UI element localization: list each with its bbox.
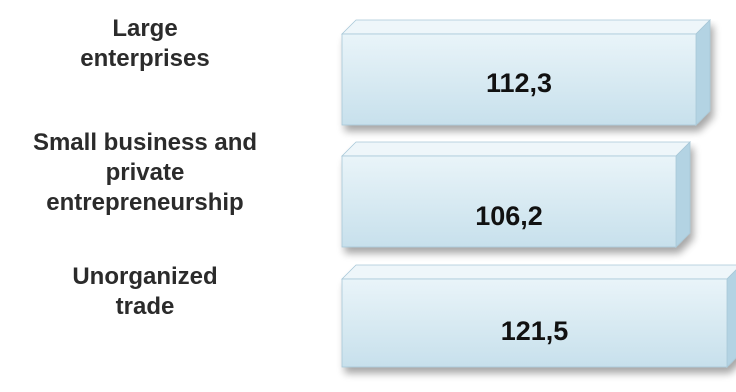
category-label: Unorganized trade bbox=[0, 262, 290, 322]
category-label-line: Unorganized bbox=[72, 263, 218, 290]
category-label-line: entrepreneurship bbox=[46, 189, 244, 216]
bar-2 bbox=[341, 141, 691, 248]
value-label: 121,5 bbox=[501, 316, 569, 346]
bar-3 bbox=[341, 264, 736, 368]
bar-side-face bbox=[695, 19, 711, 126]
category-label-line: Large bbox=[112, 15, 178, 42]
category-label-line: trade bbox=[115, 293, 175, 320]
bar-side-face bbox=[726, 269, 736, 368]
category-label-line: private bbox=[105, 159, 185, 186]
bar-top-face bbox=[341, 141, 691, 157]
bar-side-face bbox=[675, 141, 691, 248]
bar-front-face bbox=[341, 33, 697, 126]
bar-top-face bbox=[341, 264, 736, 280]
bar-front-face bbox=[341, 155, 677, 248]
category-label-line: Small business and bbox=[32, 129, 258, 156]
category-label: Large enterprises bbox=[0, 14, 290, 74]
bar-front-face bbox=[341, 278, 728, 368]
category-label: Small business and private entrepreneurshi… bbox=[0, 128, 290, 218]
value-label: 112,3 bbox=[486, 68, 552, 98]
category-label-line: enterprises bbox=[80, 45, 210, 72]
bar-top-face bbox=[341, 19, 711, 35]
value-label: 106,2 bbox=[475, 201, 543, 231]
bar-1 bbox=[341, 19, 711, 126]
